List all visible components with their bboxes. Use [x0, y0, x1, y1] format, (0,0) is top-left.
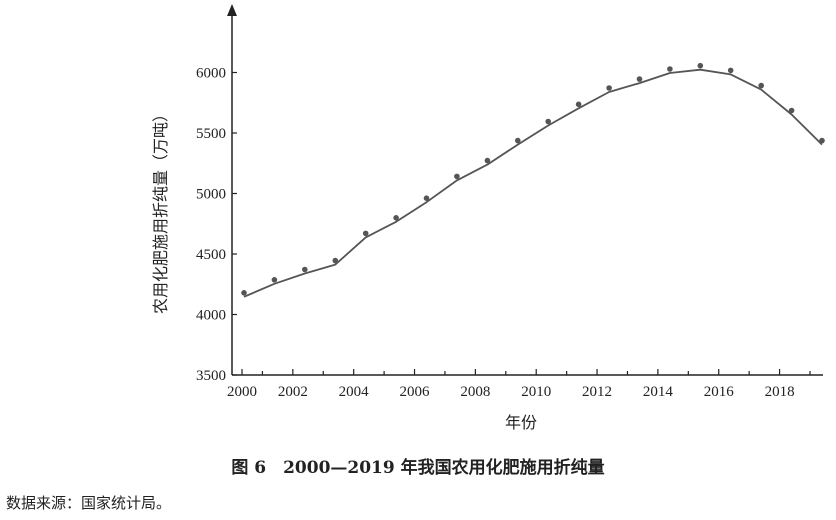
- series-layer: [241, 62, 825, 298]
- data-point: [727, 67, 734, 74]
- y-axis-arrow: [227, 4, 237, 16]
- data-point: [575, 101, 582, 108]
- data-point: [697, 62, 704, 69]
- y-tick-label: 4500: [196, 247, 226, 263]
- data-point: [271, 277, 278, 283]
- data-point: [636, 76, 643, 82]
- data-point: [302, 266, 308, 273]
- x-tick-label: 2012: [582, 384, 612, 400]
- y-tick-label: 5000: [196, 187, 226, 203]
- y-tick-label: 4000: [196, 308, 226, 324]
- y-tick-label: 3500: [196, 368, 226, 384]
- trend-line: [243, 68, 823, 298]
- y-tick-label: 6000: [196, 66, 226, 82]
- x-axis-title: 年份: [505, 413, 537, 432]
- y-tick-label: 5500: [196, 126, 226, 142]
- x-tick-label: 2006: [400, 384, 431, 400]
- x-tick-label: 2018: [765, 384, 795, 400]
- figure-caption: 图 6 2000—2019 年我国农用化肥施用折纯量: [231, 458, 605, 478]
- data-source-note: 数据来源：国家统计局。: [6, 494, 172, 512]
- x-tick-label: 2002: [278, 384, 308, 400]
- x-tick-label: 2000: [227, 384, 257, 400]
- data-point: [423, 195, 430, 201]
- x-tick-label: 2010: [521, 384, 551, 400]
- x-tick-label: 2008: [460, 384, 490, 400]
- y-axis-title: 农用化肥施用折纯量（万吨）: [151, 106, 170, 314]
- y-axis: 3500 4000 4500 5000 5500 6000: [196, 4, 237, 384]
- data-point: [332, 257, 339, 264]
- data-point: [788, 107, 795, 114]
- data-point: [819, 137, 825, 144]
- data-point: [393, 215, 399, 221]
- data-point: [362, 230, 369, 237]
- data-point: [606, 85, 612, 91]
- data-point: [454, 173, 460, 180]
- x-tick-label: 2004: [339, 384, 370, 400]
- x-tick-label: 2014: [643, 384, 674, 400]
- data-point: [758, 82, 764, 89]
- x-axis: 2000 2002 2004 2006 2008 2010 2012 2014 2016 2018: [227, 369, 823, 400]
- data-point: [667, 66, 673, 72]
- data-point: [484, 157, 491, 164]
- data-point: [545, 118, 551, 125]
- data-point: [241, 290, 247, 296]
- data-point: [515, 137, 521, 144]
- x-tick-label: 2016: [704, 384, 735, 400]
